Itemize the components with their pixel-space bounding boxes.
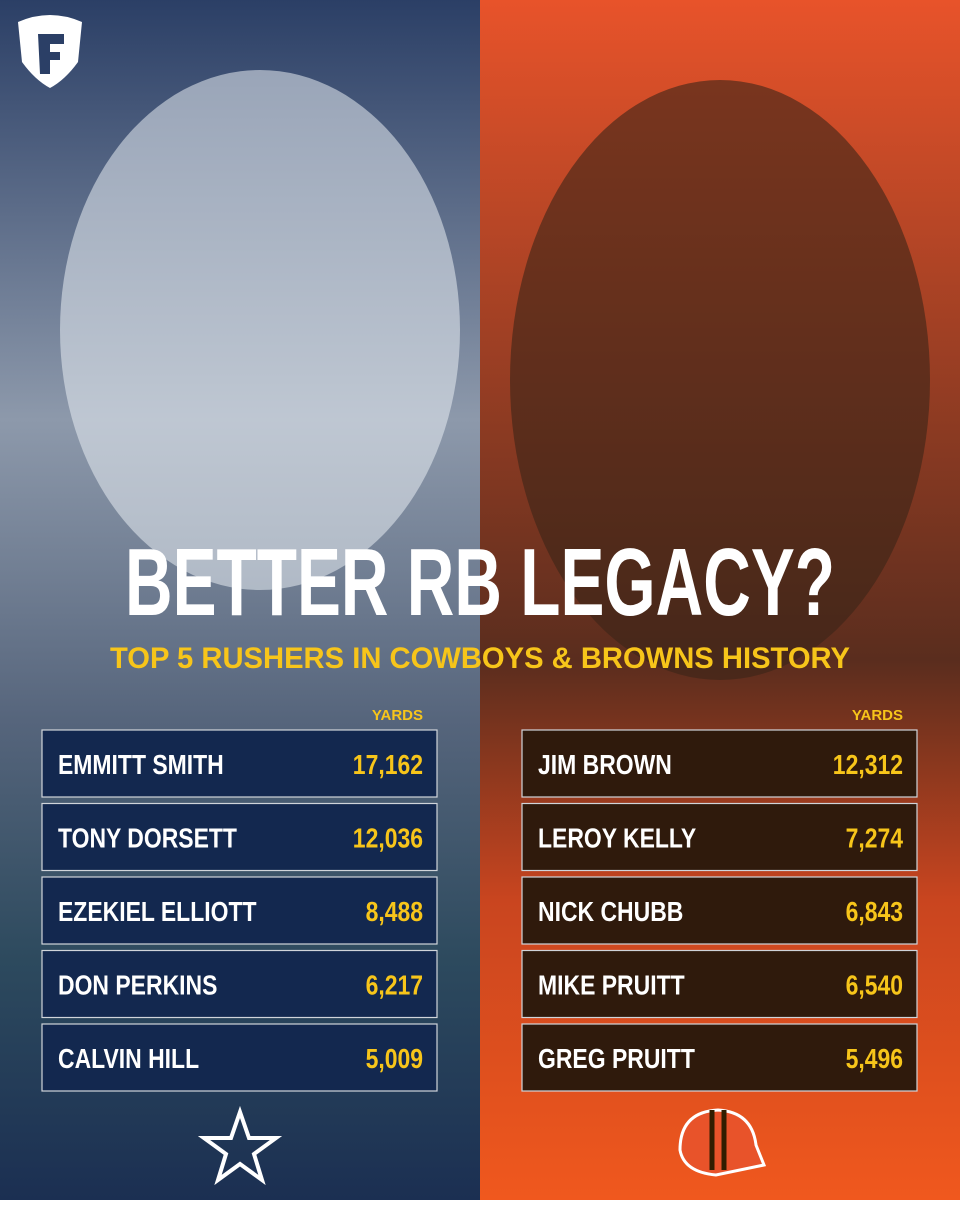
rushing-yards: 7,274 xyxy=(846,823,904,854)
rushing-yards: 6,540 xyxy=(846,970,903,1001)
column-header: YARDS xyxy=(852,707,903,724)
title: BETTER RB LEGACY? xyxy=(125,529,835,636)
table-row xyxy=(41,1023,438,1092)
cowboys-logo xyxy=(197,1105,283,1186)
player-name: TONY DORSETT xyxy=(58,823,237,854)
brand-logo-mark xyxy=(38,34,64,74)
rushing-yards: 12,036 xyxy=(353,823,423,854)
rushing-yards: 8,488 xyxy=(366,897,423,928)
table-row xyxy=(41,949,438,1019)
player-left xyxy=(60,70,460,590)
player-name: CALVIN HILL xyxy=(58,1044,199,1075)
table-row xyxy=(41,802,438,872)
player-right xyxy=(510,80,930,680)
player-name: JIM BROWN xyxy=(538,750,672,781)
player-name: DON PERKINS xyxy=(58,970,217,1001)
table-row xyxy=(521,802,918,872)
table-row xyxy=(521,729,918,798)
table-row xyxy=(41,876,438,945)
player-name: LEROY KELLY xyxy=(538,823,696,854)
rushing-yards: 5,009 xyxy=(366,1044,423,1075)
rushing-yards: 12,312 xyxy=(833,750,903,781)
rushing-yards: 6,843 xyxy=(846,897,903,928)
player-name: MIKE PRUITT xyxy=(538,970,685,1001)
table-row xyxy=(41,729,438,798)
table-row xyxy=(521,949,918,1019)
column-header: YARDS xyxy=(372,707,423,724)
player-name: GREG PRUITT xyxy=(538,1044,695,1075)
table-row xyxy=(521,1023,918,1092)
rushing-yards: 5,496 xyxy=(846,1044,903,1075)
rushing-yards: 6,217 xyxy=(366,970,423,1001)
subtitle: TOP 5 RUSHERS IN COWBOYS & BROWNS HISTOR… xyxy=(110,642,850,675)
player-name: NICK CHUBB xyxy=(538,897,683,928)
table-row xyxy=(521,876,918,945)
player-name: EZEKIEL ELLIOTT xyxy=(58,897,257,928)
rushing-yards: 17,162 xyxy=(353,750,423,781)
player-name: EMMITT SMITH xyxy=(58,750,224,781)
browns-logo-stripe xyxy=(709,1110,727,1170)
